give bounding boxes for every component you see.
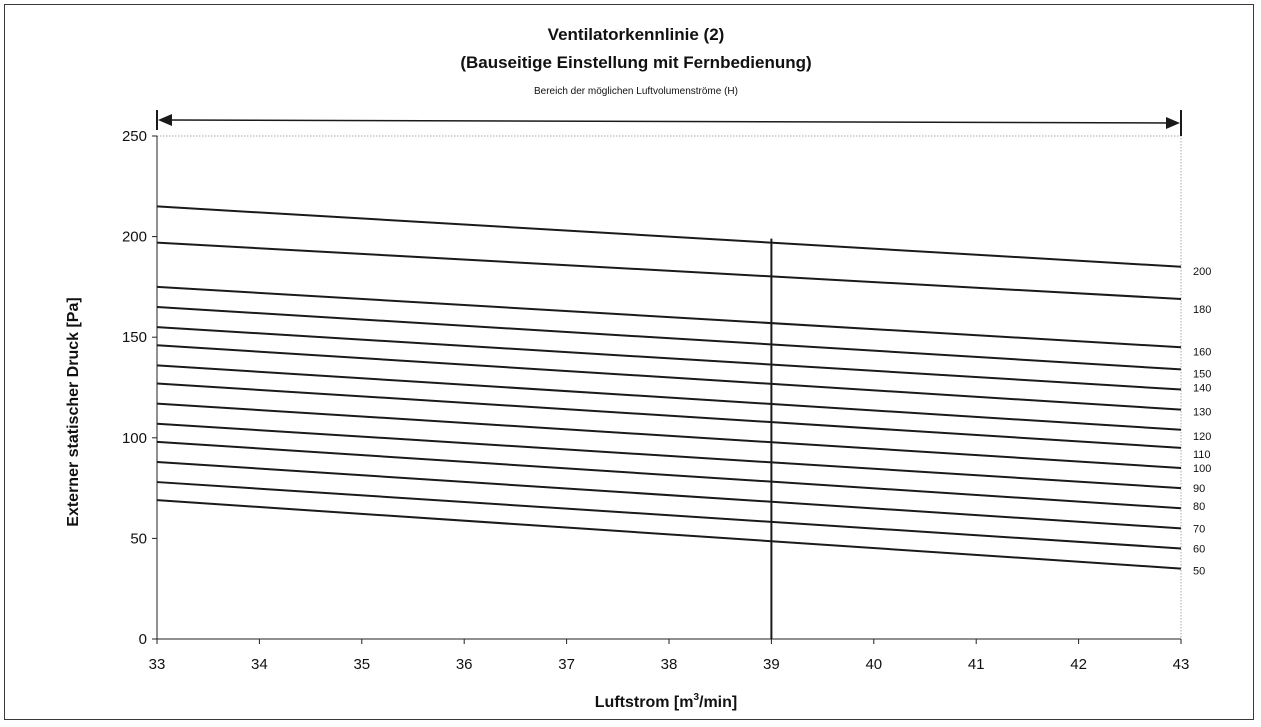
series-line-110 xyxy=(156,382,1182,449)
range-arrow-shaft xyxy=(168,119,1170,124)
x-tick-label: 40 xyxy=(865,656,882,673)
chart-frame xyxy=(4,4,1254,720)
x-tick-label: 36 xyxy=(456,656,473,673)
series-label-160: 160 xyxy=(1193,346,1211,358)
x-tick-label: 38 xyxy=(661,656,678,673)
series-label-150: 150 xyxy=(1193,368,1211,380)
range-annotation: Bereich der möglichen Luftvolumenströme … xyxy=(534,86,738,97)
x-tick-label: 43 xyxy=(1173,656,1190,673)
series-label-180: 180 xyxy=(1193,304,1211,316)
series-line-200 xyxy=(156,205,1182,268)
series-line-70 xyxy=(156,460,1182,530)
chart-title: Ventilatorkennlinie (2) xyxy=(548,25,725,44)
series-label-130: 130 xyxy=(1193,407,1211,419)
series-line-80 xyxy=(156,440,1182,510)
chart-marks: 0 50 100 150 200 250 33 34 35 36 37 38 39 40 41 42 43 200… xyxy=(122,110,1211,673)
series-line-100 xyxy=(156,402,1182,469)
x-axis-label: Luftstrom [m3/min] xyxy=(595,692,737,711)
series-label-100: 100 xyxy=(1193,463,1211,475)
series-label-50: 50 xyxy=(1193,566,1205,578)
x-tick-label: 33 xyxy=(149,656,166,673)
y-tick-label: 100 xyxy=(122,430,147,447)
x-tick-label: 34 xyxy=(251,656,268,673)
series-label-120: 120 xyxy=(1193,431,1211,443)
series-label-90: 90 xyxy=(1193,483,1205,495)
series-label-140: 140 xyxy=(1193,383,1211,395)
series-line-130 xyxy=(156,344,1182,411)
y-tick-label: 200 xyxy=(122,229,147,246)
series-line-60 xyxy=(156,481,1182,550)
x-axis-label-tail: /min] xyxy=(699,694,737,711)
series-line-150 xyxy=(156,306,1182,371)
x-axis-label-superscript: 3 xyxy=(693,692,699,703)
plot-area xyxy=(156,135,1182,640)
range-arrow-left-head xyxy=(158,114,172,126)
series-label-80: 80 xyxy=(1193,501,1205,513)
x-tick-label: 42 xyxy=(1070,656,1087,673)
x-tick-label: 39 xyxy=(763,656,780,673)
series-line-180 xyxy=(156,241,1182,300)
series-label-60: 60 xyxy=(1193,543,1205,555)
y-tick-label: 250 xyxy=(122,128,147,145)
x-tick-label: 37 xyxy=(558,656,575,673)
y-tick-label: 0 xyxy=(139,631,147,648)
series-line-160 xyxy=(156,285,1182,349)
y-tick-label: 150 xyxy=(122,329,147,346)
range-arrow-right-head xyxy=(1166,117,1180,129)
y-tick-label: 50 xyxy=(130,530,147,547)
y-axis-label: Externer statischer Druck [Pa] xyxy=(65,297,82,526)
x-tick-label: 35 xyxy=(353,656,370,673)
x-tick-label: 41 xyxy=(968,656,985,673)
series-line-140 xyxy=(156,326,1182,391)
series-line-120 xyxy=(156,364,1182,431)
series-line-50 xyxy=(156,499,1182,570)
x-axis-label-main: Luftstrom [m xyxy=(595,694,694,711)
series-label-200: 200 xyxy=(1193,266,1211,278)
series-line-90 xyxy=(156,422,1182,490)
series-label-110: 110 xyxy=(1193,449,1211,461)
chart-subtitle: (Bauseitige Einstellung mit Fernbedienun… xyxy=(460,53,811,72)
series-label-70: 70 xyxy=(1193,523,1205,535)
